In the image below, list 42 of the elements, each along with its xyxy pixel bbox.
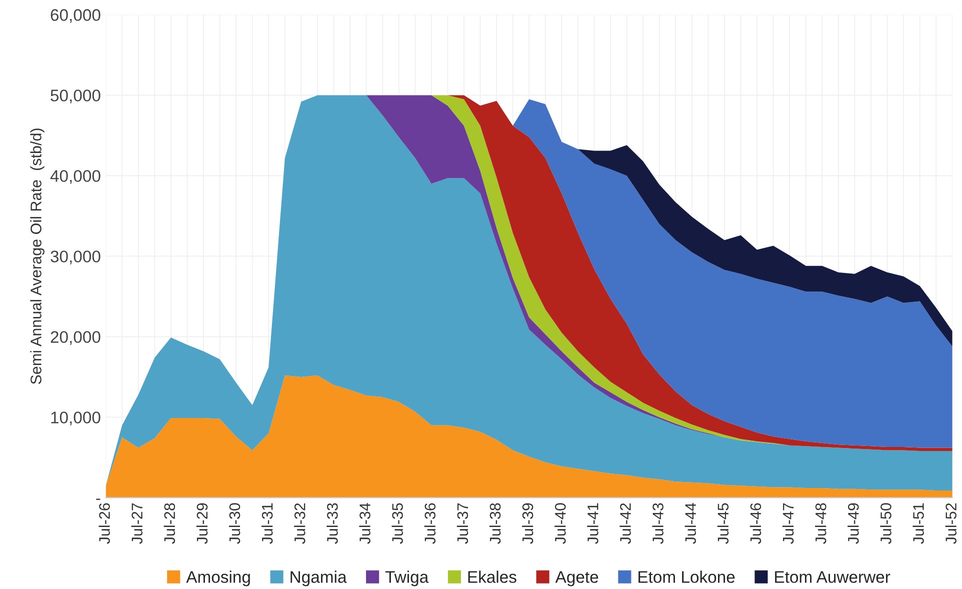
y-tick-label: 60,000	[50, 9, 100, 23]
x-tick-label: Jul-28	[164, 503, 176, 544]
x-tick-label: Jul-48	[815, 503, 826, 544]
y-tick-label: -	[96, 498, 100, 500]
x-tick-label: Jul-39	[522, 503, 534, 544]
x-tick-label: Jul-46	[750, 503, 762, 544]
x-tick-label: Jul-31	[262, 503, 273, 544]
x-tick-label: Jul-52	[945, 503, 956, 544]
x-tick-label: Jul-41	[587, 503, 598, 544]
x-tick-label: Jul-51	[912, 503, 924, 544]
y-tick-label: 50,000	[50, 90, 100, 104]
x-tick-label: Jul-36	[424, 503, 436, 544]
legend-label: Twiga	[385, 570, 429, 586]
x-tick-label: Jul-32	[294, 503, 306, 544]
x-tick-label: Jul-27	[131, 503, 142, 544]
y-tick-label: 40,000	[50, 170, 100, 184]
x-tick-label: Jul-42	[620, 503, 631, 544]
y-tick-label: 10,000	[51, 412, 100, 426]
x-tick-label: Jul-38	[489, 503, 501, 544]
y-axis-title: Semi Annual Average Oil Rate (stb/d)	[30, 128, 44, 384]
x-tick-label: Jul-34	[359, 503, 370, 544]
x-tick-label: Jul-29	[196, 503, 208, 544]
y-tick-label: 30,000	[50, 250, 100, 264]
x-tick-label: Jul-35	[392, 503, 403, 544]
y-tick-label: 20,000	[50, 331, 100, 345]
x-tick-label: Jul-45	[717, 503, 729, 544]
x-tick-label: Jul-30	[228, 503, 240, 544]
x-tick-label: Jul-50	[880, 503, 892, 544]
legend-label: Amosing	[186, 570, 250, 586]
x-tick-label: Jul-49	[848, 503, 859, 544]
legend-label: Etom Auwerwer	[775, 571, 890, 583]
legend-label: Ekales	[468, 570, 516, 583]
x-tick-label: Jul-33	[326, 503, 338, 544]
x-tick-label: Jul-26	[98, 503, 110, 544]
x-tick-label: Jul-37	[456, 503, 468, 544]
legend-label: Etom Lokone	[638, 570, 735, 583]
x-tick-label: Jul-44	[684, 503, 696, 544]
x-tick-label: Jul-43	[652, 503, 664, 544]
x-tick-label: Jul-47	[782, 503, 794, 544]
legend-label: Ngamia	[290, 570, 347, 586]
legend-label: Agete	[555, 571, 598, 586]
x-tick-label: Jul-40	[554, 503, 566, 544]
